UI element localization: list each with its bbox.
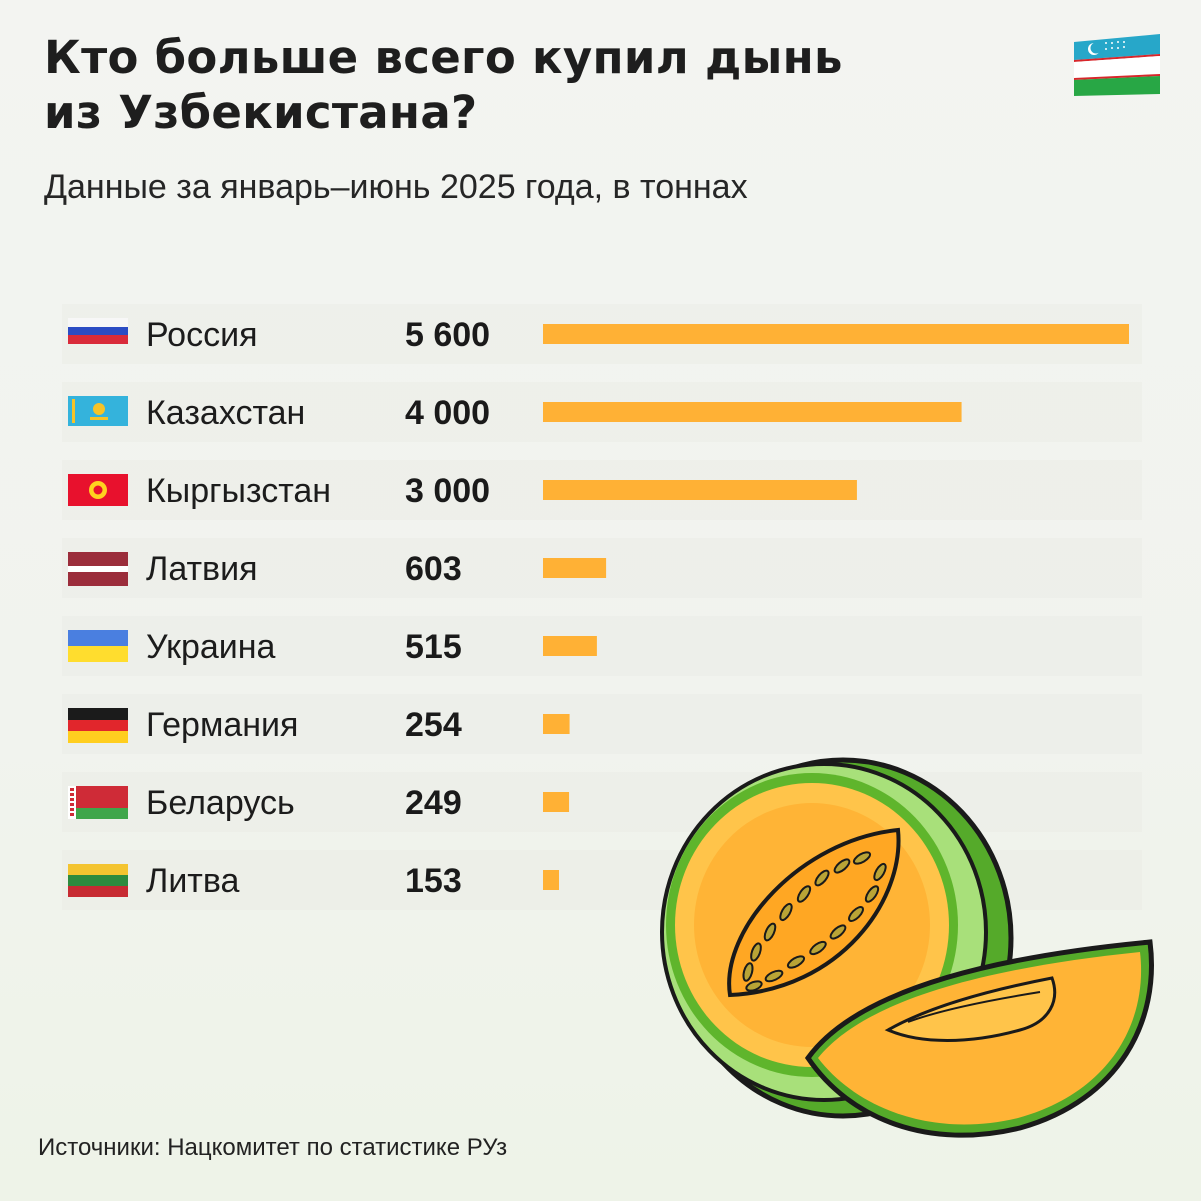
kyrgyzstan-flag-icon (68, 474, 128, 506)
category-label: Россия (146, 316, 258, 354)
bar (543, 480, 857, 500)
uzbekistan-flag-icon (1074, 34, 1160, 96)
bar (543, 402, 962, 422)
bar (543, 636, 597, 656)
germany-flag-icon (68, 708, 128, 743)
category-label: Германия (146, 706, 298, 744)
value-label: 3 000 (405, 472, 490, 510)
belarus-flag-icon (68, 786, 128, 819)
bar (543, 792, 570, 812)
category-label: Казахстан (146, 394, 305, 432)
latvia-flag-icon (68, 552, 128, 586)
value-label: 4 000 (405, 394, 490, 432)
source-note: Источники: Нацкомитет по статистике РУз (38, 1134, 508, 1161)
category-label: Украина (146, 628, 276, 666)
bar (543, 714, 570, 734)
page-title: Кто больше всего купил дынь из Узбекиста… (44, 30, 1024, 140)
kazakhstan-flag-icon (68, 396, 128, 426)
subtitle: Данные за январь–июнь 2025 года, в тонна… (44, 168, 748, 206)
row-band (62, 616, 1142, 676)
value-label: 249 (405, 784, 462, 822)
russia-flag-icon (68, 318, 128, 344)
category-label: Беларусь (146, 784, 295, 822)
category-label: Кыргызстан (146, 472, 331, 510)
value-label: 153 (405, 862, 462, 900)
value-label: 515 (405, 628, 462, 666)
title-line-1: Кто больше всего купил дынь (44, 31, 843, 84)
ukraine-flag-icon (68, 630, 128, 662)
value-label: 254 (405, 706, 462, 744)
bar (543, 558, 607, 578)
category-label: Латвия (146, 550, 258, 588)
bar (543, 324, 1129, 344)
title-line-2: из Узбекистана? (44, 86, 478, 139)
category-label: Литва (146, 862, 240, 900)
value-label: 603 (405, 550, 462, 588)
melon-illustration (660, 757, 1154, 1138)
value-label: 5 600 (405, 316, 490, 354)
row-band (62, 694, 1142, 754)
bar (543, 870, 560, 890)
lithuania-flag-icon (68, 864, 128, 897)
